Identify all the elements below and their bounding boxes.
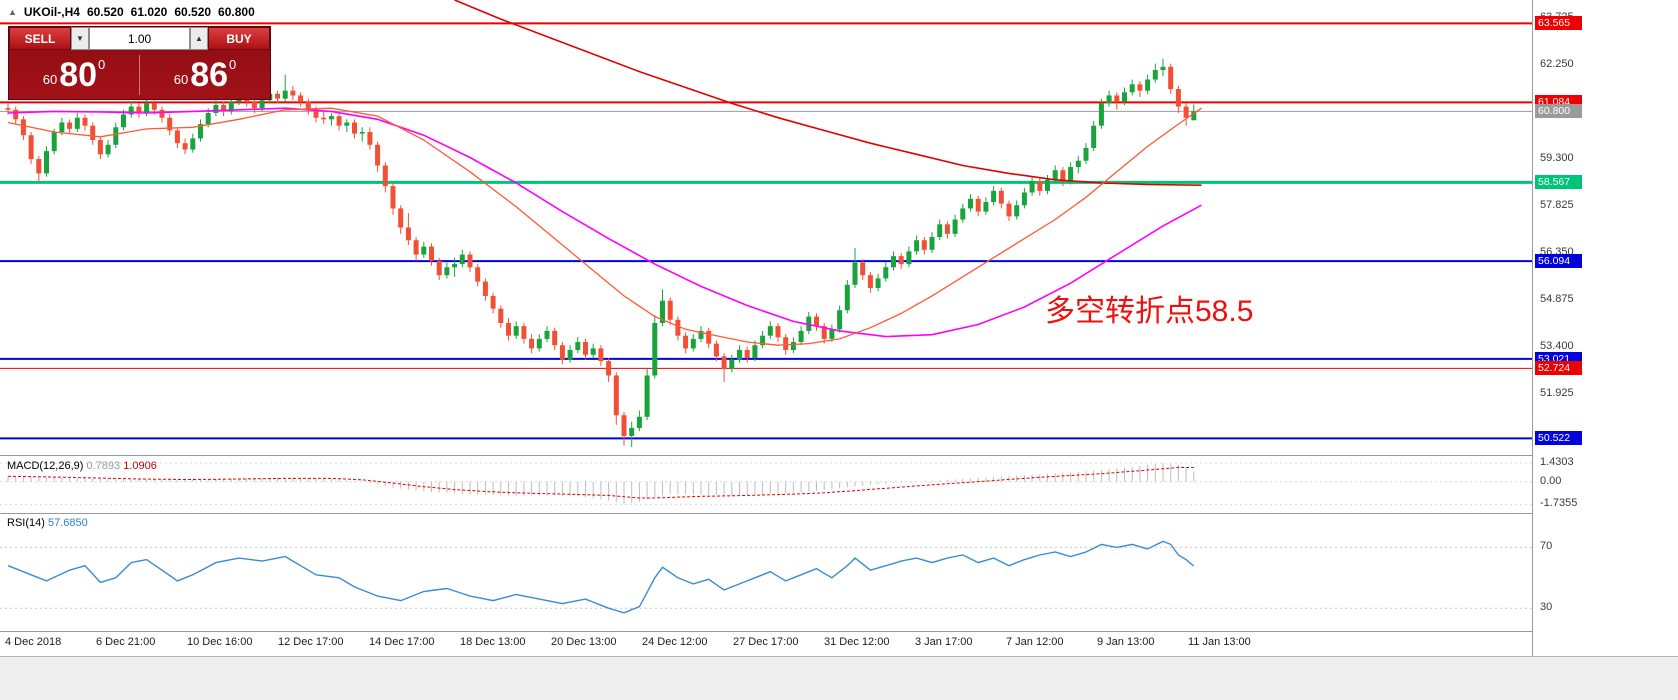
chart-annotation: 多空转折点58.5 (1045, 295, 1254, 328)
buy-price-prefix: 60 (173, 72, 189, 87)
ma-fast-orange (7, 107, 1202, 346)
price-divider (139, 54, 140, 95)
quote-low: 60.520 (174, 5, 212, 19)
time-axis-label: 31 Dec 12:00 (824, 636, 890, 648)
time-axis-label: 10 Dec 16:00 (187, 636, 253, 648)
time-axis-label: 27 Dec 17:00 (733, 636, 799, 648)
candlestick-layer (5, 58, 1197, 448)
time-axis-label: 11 Jan 13:00 (1188, 636, 1251, 648)
rsi-name: RSI(14) (7, 517, 45, 529)
macd-name: MACD(12,26,9) (7, 460, 84, 472)
buy-price-big: 86 (190, 55, 229, 94)
price-axis-tick: 59.300 (1540, 152, 1574, 165)
time-axis-label: 20 Dec 13:00 (551, 636, 617, 648)
price-level-badge: 63.565 (1535, 16, 1582, 31)
sell-button[interactable]: SELL (9, 27, 71, 50)
main-price-chart (0, 0, 1532, 448)
time-axis-label: 14 Dec 17:00 (369, 636, 435, 648)
price-axis-tick: 62.250 (1540, 58, 1574, 71)
macd-histogram (7, 463, 1195, 505)
ma-mid-magenta (7, 107, 1202, 338)
price-axis-tick: 51.925 (1540, 386, 1574, 399)
volume-increase-button[interactable]: ▲ (190, 27, 208, 50)
rsi-axis-label: 30 (1540, 601, 1553, 614)
time-axis-label: 12 Dec 17:00 (278, 636, 344, 648)
window-bottom-strip (0, 656, 1678, 700)
macd-indicator-chart (0, 462, 1532, 505)
price-axis-tick: 57.825 (1540, 199, 1574, 212)
time-axis-label: 9 Jan 13:00 (1097, 636, 1155, 648)
trade-panel-prices: 60 80 0 60 86 0 (9, 50, 270, 99)
panel-separator (0, 513, 1678, 514)
symbol-period-label: UKOil-,H4 (23, 5, 80, 19)
sell-price-sup: 0 (98, 57, 106, 72)
rsi-value: 57.6850 (47, 517, 88, 529)
rsi-indicator-label: RSI(14) 57.6850 (7, 517, 88, 529)
sell-price-prefix: 60 (42, 72, 58, 87)
macd-value-1: 0.7893 (86, 460, 121, 472)
macd-indicator-label: MACD(12,26,9) 0.7893 1.0906 (7, 460, 157, 472)
sell-price[interactable]: 60 80 0 (9, 55, 139, 95)
time-axis-label: 4 Dec 2018 (5, 636, 62, 648)
time-axis-label: 3 Jan 17:00 (915, 636, 973, 648)
price-axis: 63.72562.25059.30057.82556.35054.87553.4… (1532, 0, 1678, 656)
trade-panel-controls: SELL ▼ ▲ BUY (9, 27, 270, 50)
buy-price[interactable]: 60 86 0 (140, 55, 270, 95)
rsi-line (7, 540, 1195, 614)
quote-close: 60.800 (218, 5, 255, 19)
price-level-badge: 50.522 (1535, 431, 1582, 446)
panel-separator (0, 455, 1678, 456)
ma-long-red (454, 0, 1202, 186)
macd-signal-line (7, 467, 1194, 499)
price-level-badge: 56.094 (1535, 254, 1582, 269)
volume-decrease-button[interactable]: ▼ (71, 27, 89, 50)
price-level-badge: 52.724 (1535, 361, 1582, 376)
buy-price-sup: 0 (229, 57, 237, 72)
sell-price-big: 80 (59, 55, 98, 94)
buy-button[interactable]: BUY (208, 27, 270, 50)
time-axis-label: 6 Dec 21:00 (96, 636, 156, 648)
current-price-badge: 60.800 (1535, 104, 1582, 119)
time-axis-label: 7 Jan 12:00 (1006, 636, 1064, 648)
volume-input[interactable] (89, 27, 190, 50)
time-axis: 4 Dec 2018 6 Dec 21:00 10 Dec 16:00 12 Dec … (0, 633, 1532, 655)
macd-axis-label: -1.7355 (1540, 497, 1578, 510)
panel-separator (0, 631, 1678, 632)
price-axis-tick: 54.875 (1540, 292, 1574, 305)
quote-line: ▲ UKOil-,H4 60.520 61.020 60.520 60.800 (8, 5, 255, 19)
price-axis-tick: 53.400 (1540, 339, 1574, 352)
time-axis-label: 18 Dec 13:00 (460, 636, 526, 648)
quote-high: 61.020 (130, 5, 168, 19)
rsi-axis-label: 70 (1540, 540, 1553, 553)
chart-icon: ▲ (8, 7, 17, 17)
price-level-badge: 58.567 (1535, 175, 1582, 190)
quote-open: 60.520 (86, 5, 124, 19)
macd-axis-label: 1.4303 (1540, 456, 1574, 469)
macd-axis-label: 0.00 (1540, 474, 1562, 487)
macd-value-2: 1.0906 (123, 460, 157, 472)
rsi-indicator-chart (0, 540, 1532, 614)
time-axis-label: 24 Dec 12:00 (642, 636, 708, 648)
